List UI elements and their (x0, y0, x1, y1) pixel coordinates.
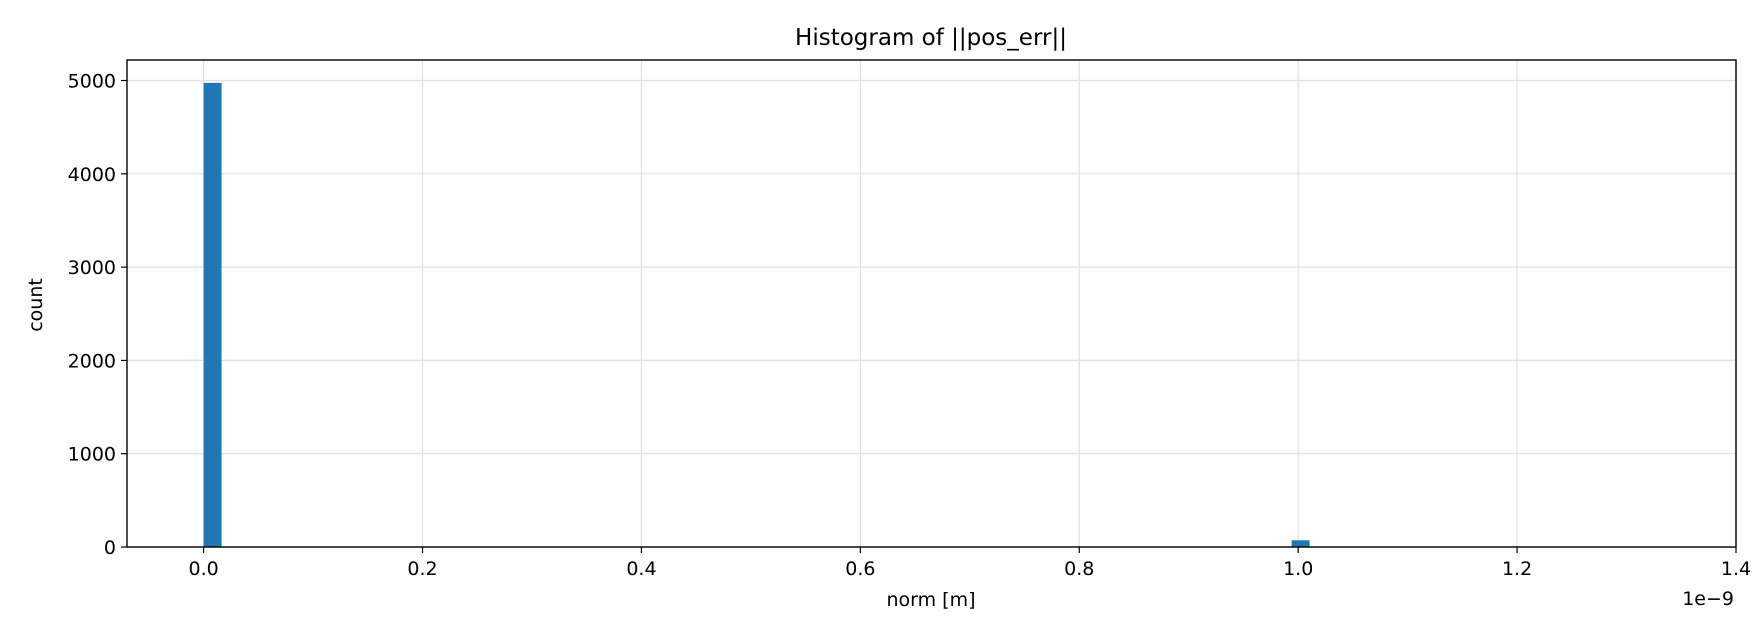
y-tick-label: 4000 (68, 164, 116, 186)
x-axis-ticks: 0.0 0.2 0.4 0.6 0.8 1.0 1.2 1.4 (189, 547, 1751, 580)
x-tick-label: 0.0 (189, 558, 219, 580)
x-axis-label: norm [m] (886, 589, 975, 611)
plot-frame (126, 59, 1737, 548)
chart-title: Histogram of ||pos_err|| (795, 25, 1067, 51)
y-tick-label: 2000 (68, 350, 116, 372)
x-tick-label: 0.6 (845, 558, 875, 580)
x-tick-label: 0.2 (407, 558, 437, 580)
x-offset-label: 1e−9 (1682, 588, 1734, 610)
y-tick-label: 1000 (68, 444, 116, 466)
x-tick-label: 1.0 (1283, 558, 1313, 580)
histogram-bar (203, 82, 222, 548)
x-tick-label: 1.4 (1721, 558, 1751, 580)
x-tick-label: 0.8 (1064, 558, 1094, 580)
y-axis-label: count (25, 278, 47, 332)
histogram-bars (203, 82, 1310, 548)
grid-lines (127, 60, 1737, 548)
y-tick-label: 5000 (68, 71, 116, 93)
x-tick-label: 0.4 (626, 558, 656, 580)
y-tick-label: 0 (104, 537, 116, 559)
y-axis-ticks: 0 1000 2000 3000 4000 5000 (68, 71, 127, 559)
x-tick-label: 1.2 (1502, 558, 1532, 580)
histogram-bar (1291, 540, 1310, 547)
y-tick-label: 3000 (68, 257, 116, 279)
